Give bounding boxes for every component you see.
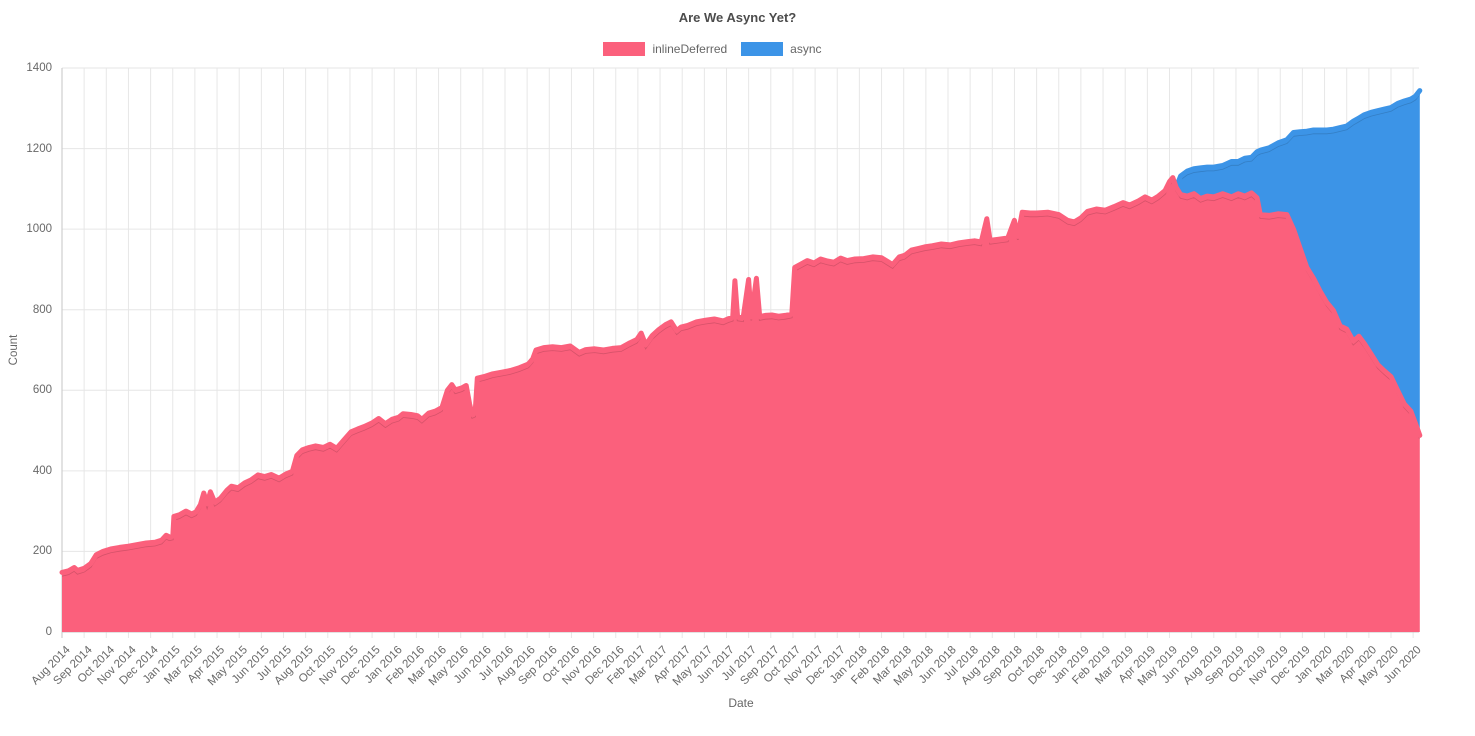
legend-label-inlinedeferred: inlineDeferred [652,42,728,56]
legend-item-inlinedeferred[interactable]: inlineDeferred [603,42,727,56]
legend-item-async[interactable]: async [741,42,822,56]
x-axis-title: Date [728,696,754,710]
y-tick-label: 1000 [26,223,52,236]
legend-swatch-async-icon [741,42,784,56]
inlinedeferred-edge [59,175,1423,575]
y-tick-label: 800 [32,303,52,316]
async-edge [1173,88,1423,190]
async-area [1176,90,1420,436]
legend-swatch-inlinedeferred-icon [603,42,646,56]
y-tick-label: 600 [32,384,52,397]
inlinedeferred-area [62,177,1420,632]
y-tick-label: 0 [45,626,52,638]
y-axis-title: Count [8,334,20,366]
chart-title: Are We Async Yet? [678,10,797,25]
legend-label-async: async [790,42,822,56]
y-tick-label: 1400 [26,62,52,74]
inlinedeferred-border-line [62,181,1420,577]
y-tick-label: 400 [32,464,52,477]
y-tick-label: 200 [32,545,52,558]
y-tick-label: 1200 [26,142,52,155]
chart-legend: inlineDeferred async [0,42,1425,56]
